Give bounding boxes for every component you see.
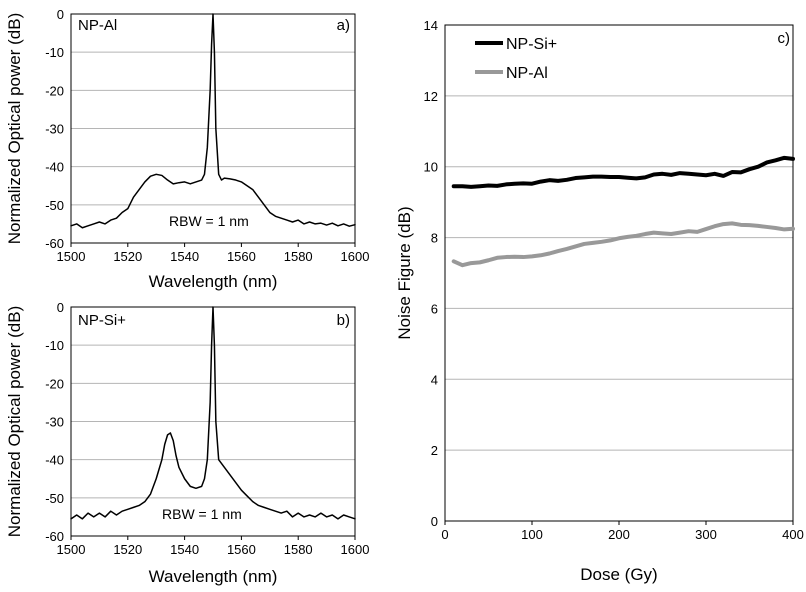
y-tick-label: -10 — [45, 45, 64, 60]
panel-a: 0 -10 -20 -30 -40 -50 -60 1500 1520 1540 1560 1580… — [5, 7, 369, 291]
y-tick-label: -40 — [45, 453, 64, 468]
y-tick-label: 0 — [431, 514, 438, 529]
y-tick-label: 2 — [431, 443, 438, 458]
panel-c-legend: NP-Si+ NP-Al — [475, 36, 557, 82]
panel-c-plot-frame — [444, 24, 794, 522]
y-tick-label: 14 — [424, 18, 438, 33]
y-tick-label: -20 — [45, 83, 64, 98]
y-tick-label: -60 — [45, 529, 64, 544]
y-tick-label: -50 — [45, 491, 64, 506]
y-tick-label: -50 — [45, 198, 64, 213]
series-line-a — [70, 13, 356, 229]
panel-b-series — [70, 306, 356, 520]
x-tick-label: 0 — [441, 527, 448, 542]
panel-a-series — [70, 13, 356, 229]
y-tick-label: 0 — [57, 300, 64, 315]
panel-b-x-axis-label: Wavelength (nm) — [149, 567, 278, 586]
panel-c-series — [451, 155, 795, 268]
panel-a-tag: a) — [337, 17, 350, 34]
x-tick-label: 1520 — [113, 542, 142, 557]
y-tick-label: 12 — [424, 89, 438, 104]
x-tick-label: 1560 — [227, 542, 256, 557]
panel-c-tag: c) — [778, 30, 791, 47]
y-tick-label: -20 — [45, 376, 64, 391]
panel-a-rbw-annotation: RBW = 1 nm — [169, 213, 249, 229]
y-tick-label: -10 — [45, 338, 64, 353]
panel-b-x-ticks: 1500 1520 1540 1560 1580 1600 — [57, 536, 370, 557]
series-line-b — [70, 306, 356, 520]
y-tick-label: 4 — [431, 372, 438, 387]
panel-a-series-label: NP-Al — [78, 17, 117, 34]
legend-label-np-al: NP-Al — [506, 65, 548, 82]
panel-c: 14 12 10 8 6 4 2 0 0 100 200 300 400 c) NP-Si+ NP-A… — [395, 18, 804, 584]
series-line-np-si- — [451, 155, 795, 189]
y-tick-label: 10 — [424, 160, 438, 175]
panel-a-x-ticks: 1500 1520 1540 1560 1580 1600 — [57, 243, 370, 264]
y-tick-label: -30 — [45, 415, 64, 430]
y-tick-label: -40 — [45, 160, 64, 175]
panel-b-series-label: NP-Si+ — [78, 312, 126, 329]
y-tick-label: 8 — [431, 231, 438, 246]
x-tick-label: 200 — [608, 527, 630, 542]
panel-c-y-ticks: 14 12 10 8 6 4 2 0 — [424, 18, 438, 529]
panel-b-y-ticks: 0 -10 -20 -30 -40 -50 -60 — [45, 300, 64, 544]
x-tick-label: 1520 — [113, 249, 142, 264]
x-tick-label: 1580 — [284, 249, 313, 264]
series-line-np-al — [451, 221, 795, 268]
x-tick-label: 1580 — [284, 542, 313, 557]
x-tick-label: 1600 — [341, 542, 370, 557]
x-tick-label: 100 — [521, 527, 543, 542]
x-tick-label: 1560 — [227, 249, 256, 264]
x-tick-label: 1540 — [170, 542, 199, 557]
panel-b-tag: b) — [337, 312, 350, 329]
panel-c-x-ticks: 0 100 200 300 400 — [441, 521, 804, 542]
panel-a-y-axis-label: Normalized Optical power (dB) — [5, 13, 24, 244]
panel-a-grid — [71, 13, 355, 244]
y-tick-label: -60 — [45, 236, 64, 251]
y-tick-label: -30 — [45, 122, 64, 137]
panel-a-y-ticks: 0 -10 -20 -30 -40 -50 -60 — [45, 7, 64, 251]
x-tick-label: 1500 — [57, 249, 86, 264]
x-tick-label: 400 — [782, 527, 804, 542]
panel-b: 0 -10 -20 -30 -40 -50 -60 1500 1520 1540 1560 1580… — [5, 300, 369, 586]
panel-a-x-axis-label: Wavelength (nm) — [149, 272, 278, 291]
y-tick-label: 6 — [431, 301, 438, 316]
legend-label-np-si: NP-Si+ — [506, 36, 557, 53]
panel-c-y-axis-label: Noise Figure (dB) — [395, 206, 414, 339]
x-tick-label: 1600 — [341, 249, 370, 264]
panel-b-y-axis-label: Normalized Optical power (dB) — [5, 306, 24, 537]
x-tick-label: 1540 — [170, 249, 199, 264]
panel-b-grid — [71, 306, 355, 537]
x-tick-label: 1500 — [57, 542, 86, 557]
panel-b-rbw-annotation: RBW = 1 nm — [162, 506, 242, 522]
x-tick-label: 300 — [695, 527, 717, 542]
panel-c-x-axis-label: Dose (Gy) — [580, 565, 657, 584]
panel-c-grid — [445, 24, 793, 522]
y-tick-label: 0 — [57, 7, 64, 22]
